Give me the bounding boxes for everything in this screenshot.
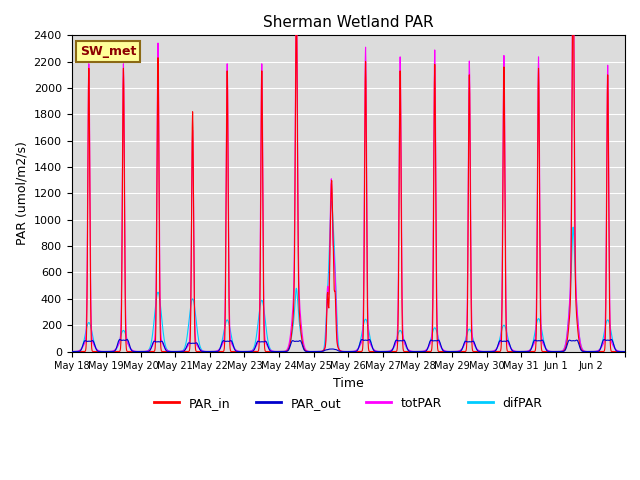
Text: SW_met: SW_met [80,45,136,58]
Y-axis label: PAR (umol/m2/s): PAR (umol/m2/s) [15,142,28,245]
Legend: PAR_in, PAR_out, totPAR, difPAR: PAR_in, PAR_out, totPAR, difPAR [149,392,548,415]
X-axis label: Time: Time [333,377,364,390]
Title: Sherman Wetland PAR: Sherman Wetland PAR [263,15,433,30]
